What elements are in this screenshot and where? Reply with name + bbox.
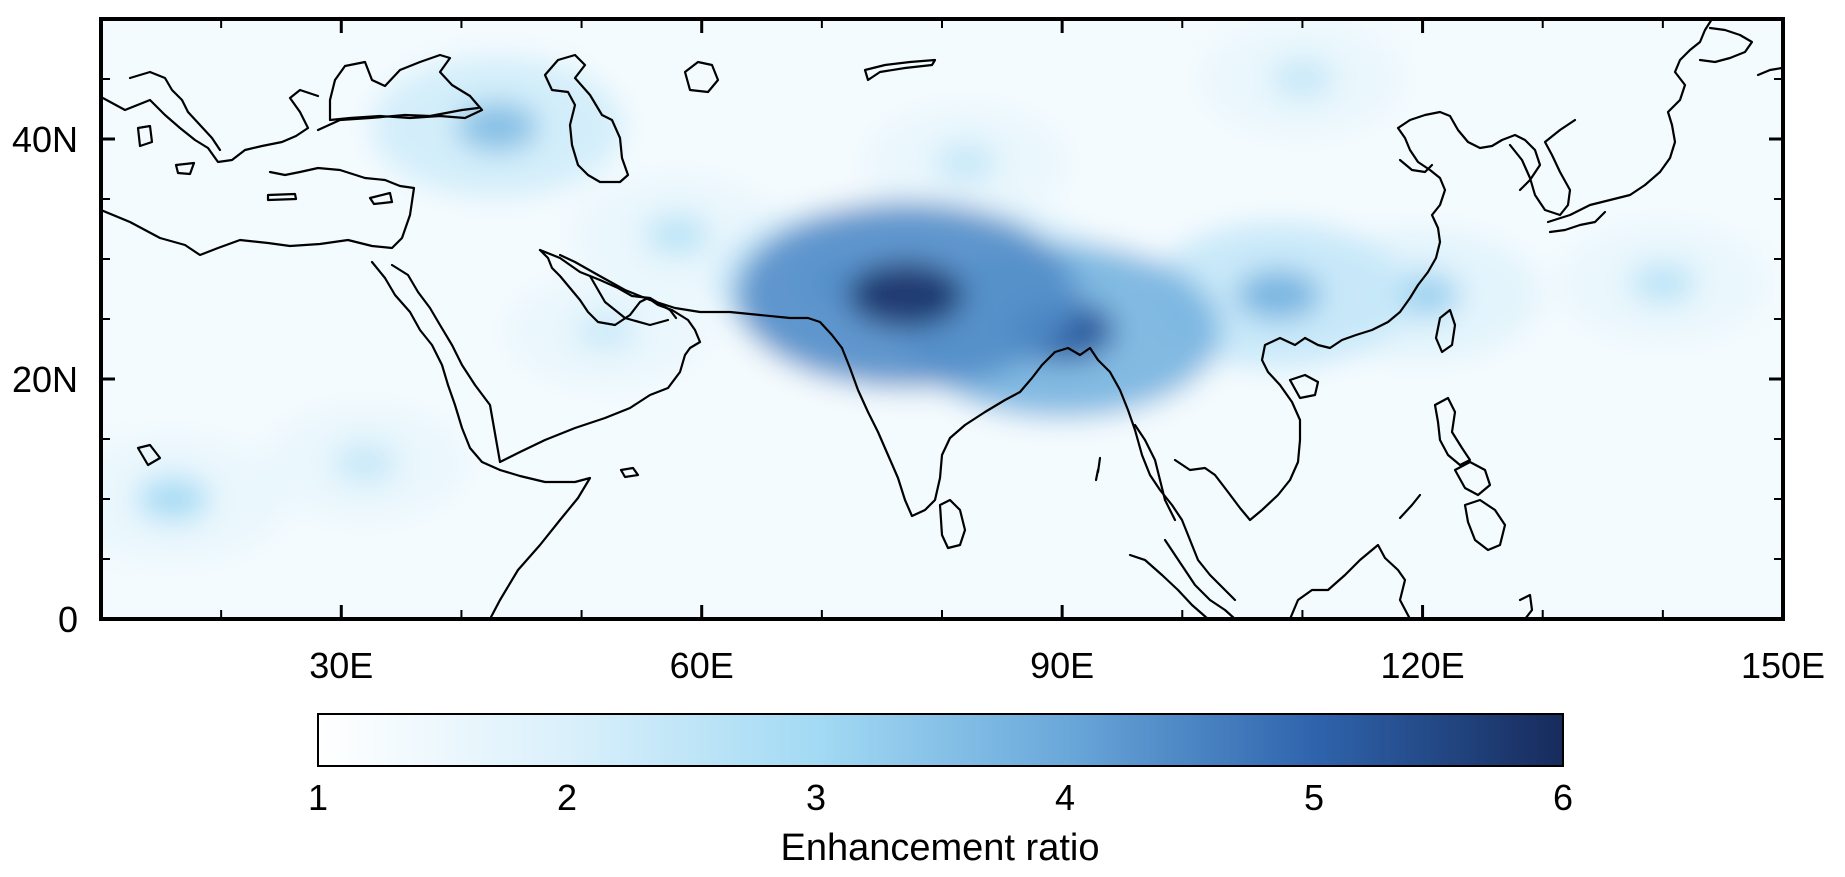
lon-tick-label: 120E bbox=[1381, 645, 1465, 686]
coast-arabia bbox=[390, 248, 702, 464]
enhancement-ratio-field bbox=[101, 19, 1783, 619]
map-axis-ticks bbox=[101, 19, 1785, 621]
coast-caspian-sea bbox=[543, 53, 630, 184]
colorbar-tick-label: 3 bbox=[806, 777, 826, 818]
coast-palawan bbox=[1398, 493, 1422, 520]
coast-japan bbox=[1546, 19, 1714, 224]
coast-aral-sea bbox=[683, 60, 720, 94]
colorbar-tick-labels: 1 2 3 4 5 6 bbox=[308, 777, 1573, 818]
field-hotspot bbox=[1271, 59, 1334, 99]
coast-japan-south bbox=[1548, 210, 1607, 234]
colorbar: 1 2 3 4 5 6 Enhancement ratio bbox=[308, 713, 1573, 869]
coast-sumatra bbox=[1128, 553, 1210, 619]
coast-visayas bbox=[1453, 460, 1492, 497]
colorbar-gradient bbox=[317, 713, 1564, 767]
colorbar-title: Enhancement ratio bbox=[781, 827, 1100, 869]
coast-socotra bbox=[619, 466, 640, 479]
field-hotspot bbox=[456, 102, 539, 152]
coast-sakhalin bbox=[1756, 66, 1783, 77]
coast-luzon bbox=[1433, 396, 1472, 467]
field-hotspot bbox=[1630, 262, 1696, 304]
coast-cyprus bbox=[368, 191, 394, 206]
coast-hokkaido bbox=[1698, 26, 1754, 64]
coast-china bbox=[1303, 110, 1542, 350]
lon-tick-label: 150E bbox=[1741, 645, 1825, 686]
field-hotspot bbox=[1236, 269, 1321, 321]
coast-north-africa bbox=[101, 166, 416, 257]
coast-iran-pakistan bbox=[558, 253, 844, 350]
field-hotspot bbox=[137, 477, 210, 521]
colorbar-tick-label: 2 bbox=[557, 777, 577, 818]
lon-tick-label: 30E bbox=[309, 645, 373, 686]
coast-south-europe bbox=[101, 88, 320, 164]
coast-india bbox=[840, 346, 1057, 518]
coast-persian-gulf-north bbox=[588, 274, 670, 327]
map-panel: 30E 60E 90E 120E 150E 0 20N 40N bbox=[12, 17, 1825, 686]
lat-tick-label: 40N bbox=[12, 119, 78, 160]
coast-black-sea bbox=[328, 53, 484, 122]
coast-sardinia bbox=[136, 124, 154, 148]
lon-tick-label: 90E bbox=[1030, 645, 1094, 686]
map-axis-tick-labels: 30E 60E 90E 120E 150E 0 20N 40N bbox=[12, 119, 1825, 686]
coast-persian-gulf bbox=[538, 248, 678, 320]
coast-italy bbox=[128, 70, 222, 152]
coast-small-island bbox=[1096, 456, 1102, 474]
coast-malay-peninsula bbox=[1163, 538, 1237, 619]
coast-borneo bbox=[1288, 543, 1412, 619]
coast-taiwan bbox=[1434, 308, 1457, 354]
coast-hainan bbox=[1288, 373, 1320, 400]
field-hotspot bbox=[334, 443, 397, 483]
field-hotspot bbox=[934, 143, 998, 183]
lon-tick-label: 60E bbox=[670, 645, 734, 686]
lat-tick-label: 0 bbox=[58, 599, 78, 640]
coastline-icon bbox=[101, 19, 1783, 619]
coast-bengal-myanmar bbox=[1053, 346, 1237, 602]
coast-balkhash bbox=[863, 58, 937, 82]
coast-red-sea-west bbox=[370, 260, 502, 472]
coast-indochina bbox=[1173, 336, 1307, 522]
colorbar-tick-label: 4 bbox=[1055, 777, 1075, 818]
coast-sulawesi bbox=[1518, 593, 1534, 619]
coast-sicily bbox=[174, 161, 196, 176]
field-hotspot bbox=[847, 261, 965, 329]
coast-myanmar-south bbox=[1133, 423, 1177, 522]
colorbar-tick-label: 1 bbox=[308, 777, 328, 818]
coast-bohai bbox=[1398, 158, 1434, 174]
coast-lake-chad bbox=[136, 443, 162, 467]
coast-mindanao bbox=[1463, 498, 1507, 552]
field-hotspot bbox=[644, 214, 711, 256]
coast-horn-of-africa bbox=[488, 468, 592, 619]
colorbar-tick-label: 5 bbox=[1304, 777, 1324, 818]
coast-crete bbox=[266, 192, 298, 202]
coast-sri-lanka bbox=[938, 498, 967, 550]
lat-tick-label: 20N bbox=[12, 359, 78, 400]
colorbar-tick-label: 6 bbox=[1553, 777, 1573, 818]
coast-korea bbox=[1508, 118, 1577, 217]
